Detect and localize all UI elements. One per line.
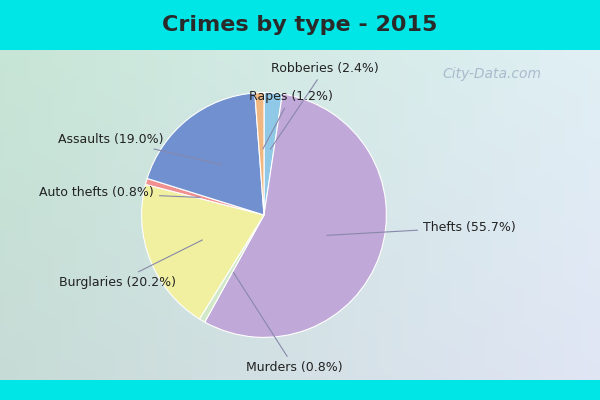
Wedge shape [264,93,283,215]
Wedge shape [255,93,264,215]
Text: Murders (0.8%): Murders (0.8%) [233,272,343,374]
Text: Burglaries (20.2%): Burglaries (20.2%) [59,240,202,289]
Wedge shape [147,93,264,215]
Wedge shape [142,184,264,319]
Text: Crimes by type - 2015: Crimes by type - 2015 [163,15,437,35]
Text: Auto thefts (0.8%): Auto thefts (0.8%) [39,186,200,200]
Wedge shape [205,94,386,337]
Wedge shape [199,215,264,322]
Text: Robberies (2.4%): Robberies (2.4%) [271,62,379,149]
Text: Assaults (19.0%): Assaults (19.0%) [58,133,221,164]
Text: Rapes (1.2%): Rapes (1.2%) [249,90,333,149]
Wedge shape [145,178,264,215]
Text: Thefts (55.7%): Thefts (55.7%) [327,221,516,235]
Text: City-Data.com: City-Data.com [442,67,542,81]
